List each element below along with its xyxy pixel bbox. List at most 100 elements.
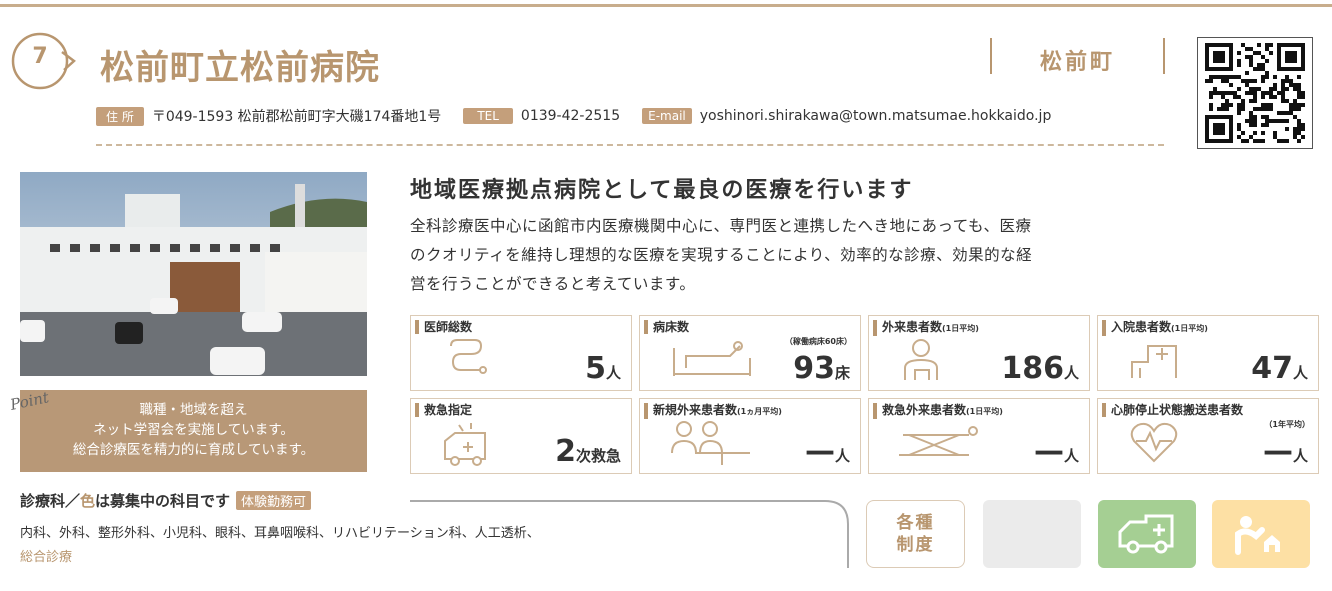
qr-module — [1249, 87, 1253, 91]
qr-module — [1289, 79, 1293, 83]
qr-module — [1269, 119, 1273, 123]
qr-module — [1281, 119, 1285, 123]
qr-module — [1261, 55, 1265, 59]
qr-module — [1293, 103, 1297, 107]
qr-module — [1261, 123, 1265, 127]
qr-module — [1285, 111, 1289, 115]
stat-box: 救急指定 2次救急 — [410, 398, 632, 474]
stat-box: 新規外来患者数(1ヵ月平均) —人 — [639, 398, 861, 474]
qr-module — [1293, 131, 1297, 135]
qr-module — [1297, 119, 1301, 123]
intro-text: 全科診療医中心に函館市内医療機関中心に、専門医と連携したへき地にあっても、医療の… — [410, 212, 1032, 299]
qr-module — [1225, 91, 1229, 95]
qr-module — [1293, 99, 1297, 103]
qr-module — [1225, 99, 1229, 103]
qr-module — [1261, 75, 1265, 79]
qr-module — [1293, 135, 1297, 139]
qr-module — [1249, 123, 1253, 127]
qr-module — [1265, 43, 1269, 47]
stat-value-wrap: 186人 — [1001, 351, 1079, 386]
qr-module — [1293, 115, 1297, 119]
qr-module — [1261, 67, 1265, 71]
qr-module — [1221, 95, 1225, 99]
qr-module — [1281, 139, 1285, 143]
stat-label: 医師総数 — [415, 320, 472, 334]
qr-module — [1265, 59, 1269, 63]
qr-finder — [1213, 51, 1225, 63]
qr-module — [1229, 83, 1233, 87]
intro-line: のクオリティを維持し理想的な医療を実現することにより、効率的な診療、効果的な経 — [410, 246, 1033, 264]
stat-box: 医師総数 5人 — [410, 315, 632, 391]
qr-module — [1273, 119, 1277, 123]
qr-module — [1253, 79, 1257, 83]
qr-module — [1265, 123, 1269, 127]
qr-module — [1261, 115, 1265, 119]
qr-module — [1221, 79, 1225, 83]
qr-module — [1225, 103, 1229, 107]
stat-label: 外来患者数(1日平均) — [873, 320, 979, 336]
stat-value-wrap: 47人 — [1251, 351, 1308, 386]
email-badge: E-mail — [642, 108, 692, 124]
qr-module — [1253, 123, 1257, 127]
qr-module — [1269, 103, 1273, 107]
qr-module — [1249, 63, 1253, 67]
qr-module — [1237, 87, 1241, 91]
dept-rule — [410, 500, 849, 568]
stat-label-text: 心肺停止状態搬送患者数 — [1111, 403, 1244, 417]
qr-module — [1249, 47, 1253, 51]
qr-module — [1277, 91, 1281, 95]
qr-module — [1257, 43, 1261, 47]
qr-module — [1265, 115, 1269, 119]
stat-unit: 人 — [1292, 447, 1308, 465]
stat-sublabel: (1日平均) — [942, 324, 979, 333]
qr-module — [1221, 103, 1225, 107]
qr-module — [1273, 95, 1277, 99]
qr-module — [1253, 91, 1257, 95]
point-line: 職種・地域を超え — [139, 402, 248, 418]
qr-module — [1249, 119, 1253, 123]
qr-module — [1257, 107, 1261, 111]
qr-module — [1277, 119, 1281, 123]
qr-module — [1237, 75, 1241, 79]
qr-module — [1265, 119, 1269, 123]
qr-module — [1281, 91, 1285, 95]
qr-code — [1197, 37, 1313, 149]
qr-module — [1233, 95, 1237, 99]
qr-module — [1297, 95, 1301, 99]
stat-box: 救急外来患者数(1日平均) —人 — [868, 398, 1090, 474]
qr-module — [1225, 107, 1229, 111]
qr-module — [1253, 87, 1257, 91]
qr-module — [1265, 47, 1269, 51]
qr-module — [1205, 79, 1209, 83]
qr-module — [1293, 87, 1297, 91]
stat-sublabel: (1ヵ月平均) — [737, 407, 782, 416]
qr-module — [1237, 123, 1241, 127]
qr-module — [1269, 87, 1273, 91]
qr-module — [1233, 91, 1237, 95]
stat-value-wrap: —人 — [805, 434, 850, 469]
qr-module — [1253, 139, 1257, 143]
qr-module — [1249, 99, 1253, 103]
stat-unit: 人 — [834, 447, 850, 465]
qr-module — [1261, 103, 1265, 107]
title: 松前町立松前病院 — [100, 48, 380, 88]
qr-module — [1249, 55, 1253, 59]
qr-module — [1285, 99, 1289, 103]
point-line: 総合診療医を精力的に育成しています。 — [72, 442, 315, 458]
stat-value: — — [1033, 434, 1064, 469]
qr-module — [1225, 75, 1229, 79]
qr-module — [1245, 83, 1249, 87]
qr-module — [1245, 71, 1249, 75]
qr-module — [1221, 75, 1225, 79]
qr-module — [1253, 119, 1257, 123]
stat-icon — [1130, 422, 1178, 463]
qr-module — [1273, 87, 1277, 91]
email: yoshinori.shirakawa@town.matsumae.hokkai… — [699, 108, 1052, 124]
qr-module — [1249, 115, 1253, 119]
intro-line: 営を行うことができると考えています。 — [410, 275, 696, 293]
qr-module — [1289, 111, 1293, 115]
qr-module — [1273, 75, 1277, 79]
qr-module — [1301, 103, 1305, 107]
stat-value-wrap: —人 — [1263, 434, 1308, 469]
tel-badge: TEL — [463, 108, 513, 124]
